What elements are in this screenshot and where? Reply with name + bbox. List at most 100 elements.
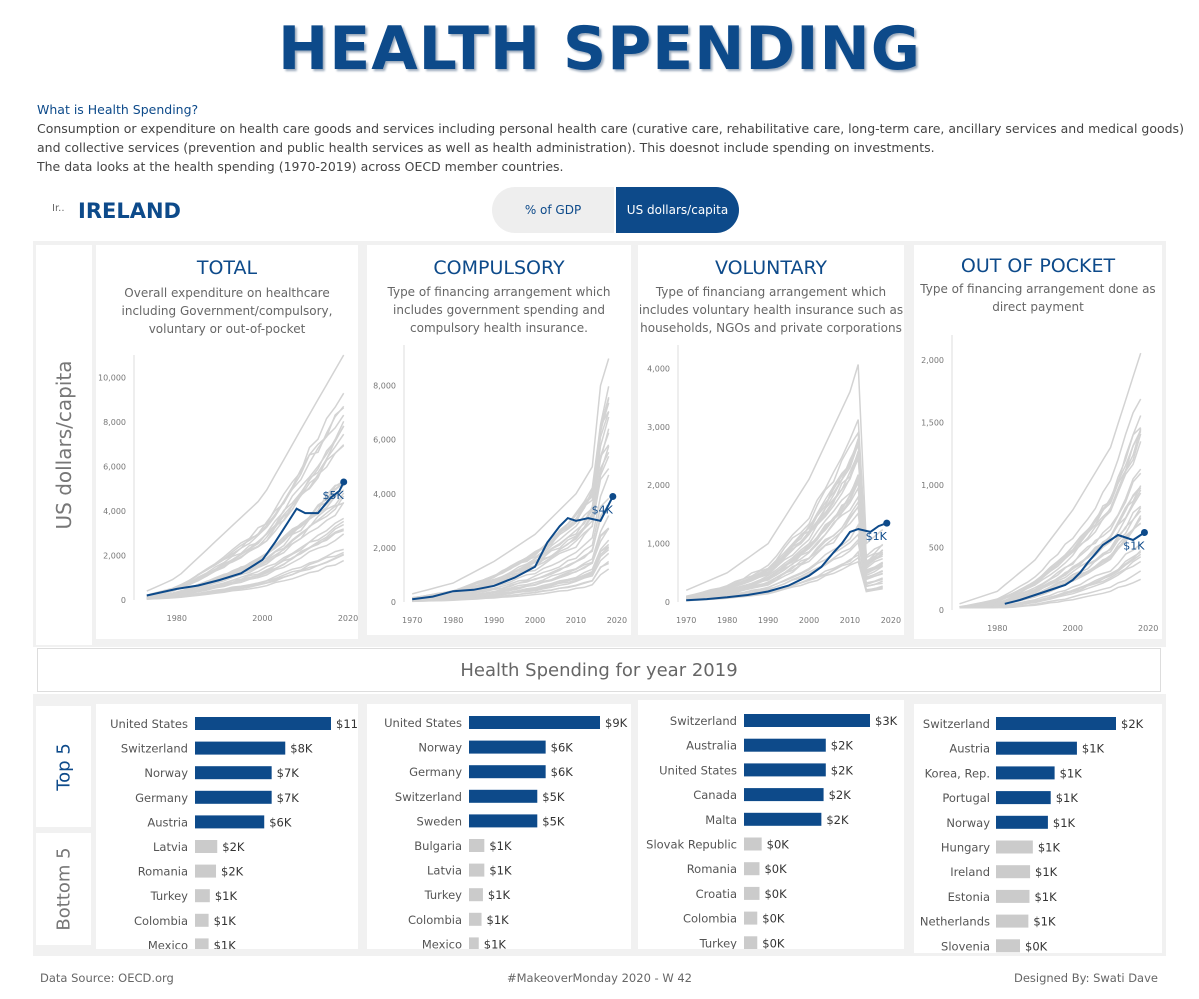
rank-bar[interactable] [469, 789, 538, 803]
rank-bar[interactable] [469, 839, 485, 852]
rank-value-label: $8K [290, 742, 313, 756]
rank-value-label: $5K [542, 790, 565, 804]
rank-bar[interactable] [744, 738, 826, 752]
rank-country-label: United States [110, 717, 188, 731]
rank-bar[interactable] [744, 936, 758, 949]
rank-bar[interactable] [469, 814, 538, 828]
rank-bar[interactable] [996, 815, 1048, 829]
rank-bar[interactable] [195, 790, 272, 804]
rank-country-label: Germany [135, 791, 188, 805]
rank-bar[interactable] [195, 840, 218, 853]
panel-description: Type of financing arrangement which [387, 285, 611, 299]
rank-bar[interactable] [469, 912, 482, 926]
rank-bar[interactable] [744, 837, 762, 851]
chart-compulsory: 0 2,000 4,000 6,000 8,000 1970 1980 1990 2000 201… [373, 345, 627, 625]
rank-bar[interactable] [996, 791, 1051, 805]
rank-bar[interactable] [469, 863, 485, 877]
rank-bar[interactable] [469, 740, 546, 754]
series-line-other [959, 468, 1142, 609]
x-tick-label: 1990 [484, 616, 504, 625]
rank-value-label: $1K [215, 889, 238, 903]
panel-voluntary: VOLUNTARY Type of financiang arrangement… [638, 245, 904, 635]
toggle-usd-per-capita[interactable]: US dollars/capita [616, 187, 739, 233]
toggle-percent-gdp[interactable]: % of GDP [492, 187, 614, 233]
rank-bar[interactable] [469, 716, 600, 729]
rank-bar[interactable] [744, 763, 826, 777]
x-tick-label: 1970 [402, 616, 422, 625]
x-tick-label: 2020 [338, 614, 358, 623]
ranking-voluntary: Switzerland $3K Australia $2K United States $… [638, 700, 904, 949]
y-tick-label: 8,000 [373, 382, 396, 391]
series-line-other [146, 482, 345, 599]
rank-bar[interactable] [744, 862, 760, 876]
rank-country-label: Romania [687, 862, 737, 876]
rank-bar[interactable] [195, 717, 331, 730]
rank-value-label: $1K [487, 913, 510, 927]
y-tick-label: 2,000 [103, 551, 126, 560]
bottom-five-label: Bottom 5 [36, 833, 91, 945]
rank-value-label: $0K [1025, 939, 1048, 953]
ranking-compulsory-bars: United States $9K Norway $6K Germany $6K Switz… [384, 716, 628, 949]
rank-bar[interactable] [996, 889, 1030, 903]
rank-bar[interactable] [744, 886, 760, 900]
series-line-other [959, 398, 1142, 608]
y-tick-label: 6,000 [373, 436, 396, 445]
rank-bar[interactable] [195, 913, 209, 927]
country-filter-label[interactable]: Ir.. [52, 203, 65, 214]
rank-country-label: Colombia [408, 913, 462, 927]
rank-bar[interactable] [744, 911, 758, 925]
rank-value-label: $2K [829, 788, 852, 802]
series-end-point [609, 492, 617, 500]
rank-country-label: United States [384, 716, 462, 730]
rank-bar[interactable] [996, 865, 1031, 879]
series-line-other [686, 419, 884, 597]
rank-value-label: $1K [488, 888, 511, 902]
series-line-other [146, 405, 345, 597]
panel-title: OUT OF POCKET [960, 255, 1116, 277]
x-tick-label: 2020 [607, 616, 627, 625]
rank-bar[interactable] [996, 717, 1116, 730]
selected-country[interactable]: IRELAND [78, 199, 181, 223]
series-line-other [685, 364, 884, 591]
x-tick-label: 1970 [676, 616, 696, 625]
y-tick-label: 1,500 [921, 419, 944, 428]
rank-bar[interactable] [195, 864, 217, 878]
x-tick-label: 2010 [840, 616, 860, 625]
rank-country-label: Croatia [696, 887, 737, 901]
rank-bar[interactable] [469, 765, 546, 779]
rank-bar[interactable] [195, 938, 209, 949]
rank-bar[interactable] [744, 788, 824, 802]
panel-description: Overall expenditure on healthcare [124, 286, 330, 300]
rank-country-label: Switzerland [670, 714, 737, 728]
rank-bar[interactable] [195, 889, 210, 903]
rank-bar[interactable] [996, 741, 1077, 755]
rank-value-label: $6K [269, 815, 292, 829]
rank-bar[interactable] [195, 741, 286, 755]
rank-bar[interactable] [195, 766, 272, 780]
rank-value-label: $1K [489, 839, 512, 853]
y-axis-title-text: US dollars/capita [52, 360, 76, 530]
rank-bar[interactable] [744, 714, 870, 727]
y-tick-label: 0 [665, 598, 670, 607]
y-tick-label: 6,000 [103, 462, 126, 471]
footer-credit: Designed By: Swati Dave [1013, 971, 1158, 985]
rank-bar[interactable] [744, 812, 822, 826]
rank-value-label: $7K [277, 766, 300, 780]
panel-out-of-pocket: OUT OF POCKET Type of financing arrangem… [914, 245, 1162, 639]
rank-bar[interactable] [996, 939, 1020, 953]
rank-bar[interactable] [195, 815, 265, 829]
rank-bar[interactable] [469, 888, 483, 902]
rank-value-label: $6K [551, 765, 574, 779]
x-tick-label: 1980 [717, 616, 737, 625]
rank-country-label: Ireland [950, 865, 990, 879]
chart-out-of-pocket: 0 500 1,000 1,500 2,000 1980 2000 2020 $1K [921, 335, 1158, 633]
rank-country-label: Norway [418, 741, 462, 755]
rank-bar[interactable] [996, 840, 1033, 854]
rank-country-label: Colombia [134, 914, 188, 928]
rank-bar[interactable] [469, 937, 479, 949]
rank-bar[interactable] [996, 766, 1055, 780]
rank-bar[interactable] [996, 914, 1029, 928]
rank-country-label: Mexico [422, 937, 462, 949]
rank-value-label: $2K [222, 840, 245, 854]
rank-value-label: $1K [1053, 816, 1076, 830]
